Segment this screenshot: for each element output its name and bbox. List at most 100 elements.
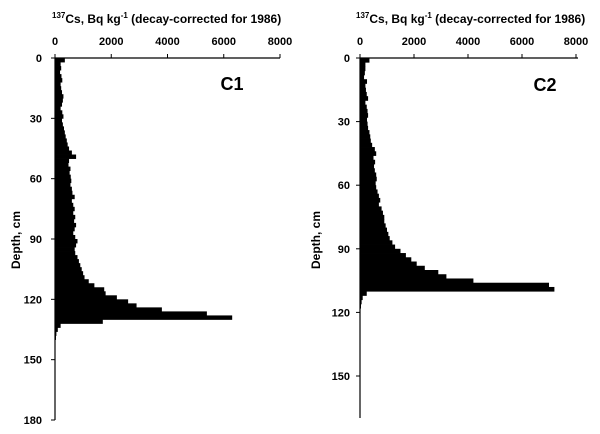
panel-c1-title-rest: (decay-corrected for 1986) (128, 12, 281, 26)
y-tick-label: 0 (36, 53, 42, 65)
bar (360, 253, 406, 258)
panel-c1-title-sup2: -1 (121, 11, 129, 20)
bar (360, 74, 365, 80)
bar (55, 259, 79, 264)
bar (360, 142, 373, 148)
bar (360, 159, 376, 165)
y-tick-label: 30 (30, 113, 42, 125)
bar (55, 315, 233, 320)
bar (360, 83, 366, 89)
bar (55, 78, 63, 83)
y-tick-label: 150 (24, 355, 42, 367)
bar (55, 134, 66, 139)
bar (360, 62, 366, 67)
bar (360, 286, 555, 292)
y-tick-label: 30 (338, 117, 350, 129)
bar (360, 240, 393, 245)
panel-c2-title-sup: 137 (356, 11, 370, 20)
x-tick-label: 2000 (99, 36, 123, 48)
bar (55, 283, 95, 288)
bar (360, 91, 367, 97)
bar (360, 295, 363, 301)
panel-c2-title-main: Cs, Bq kg (369, 12, 424, 26)
bar (360, 108, 368, 114)
panel-c1: 137Cs, Bq kg-1 (decay-corrected for 1986… (9, 11, 292, 427)
bar (360, 214, 385, 220)
bar (55, 58, 65, 63)
bar (55, 255, 78, 260)
bar (55, 70, 61, 75)
bar (55, 239, 78, 244)
bar (55, 202, 74, 208)
bar (55, 118, 63, 123)
bar (360, 189, 378, 195)
bar (55, 98, 63, 103)
bar (55, 126, 64, 131)
bar (360, 248, 401, 254)
x-tick-label: 6000 (510, 36, 534, 48)
bar (55, 198, 72, 204)
y-tick-label: 150 (332, 371, 350, 383)
bar (360, 282, 549, 288)
panel-c2-title: 137Cs, Bq kg-1 (decay-corrected for 1986… (356, 11, 585, 26)
bar (55, 178, 72, 184)
bar (360, 138, 371, 144)
bar (360, 113, 369, 118)
y-tick-label: 90 (30, 234, 42, 246)
bar (360, 172, 377, 178)
bar (55, 206, 75, 212)
bar (360, 87, 366, 93)
y-tick-label: 0 (344, 53, 350, 65)
bar (360, 70, 365, 76)
bar (360, 244, 396, 250)
bar (55, 182, 71, 188)
bar (360, 265, 425, 271)
panel-c2-title-sup2: -1 (425, 11, 433, 20)
bar (360, 125, 369, 131)
panel-c1-y-label: Depth, cm (9, 211, 23, 269)
bar (55, 130, 65, 135)
x-tick-label: 4000 (456, 36, 480, 48)
bar (55, 214, 76, 220)
x-tick-label: 0 (52, 36, 58, 48)
bar (55, 86, 62, 91)
panel-c2-x-ticks: 0 2000 4000 6000 8000 (357, 36, 588, 58)
bar (360, 193, 379, 199)
y-tick-label: 60 (338, 180, 350, 192)
y-tick-label: 120 (332, 307, 350, 319)
bar (55, 158, 70, 163)
bar (55, 307, 162, 312)
bar (55, 142, 68, 147)
bar (55, 271, 84, 276)
bar (55, 323, 61, 328)
panel-c1-x-ticks: 0 2000 4000 6000 8000 (52, 36, 292, 58)
panel-c2-label: C2 (533, 75, 556, 95)
bar (55, 295, 117, 300)
bar (360, 155, 374, 161)
bar (55, 62, 61, 67)
y-tick-label: 180 (24, 415, 42, 427)
bar (55, 74, 62, 79)
bar (55, 327, 58, 332)
bar (55, 303, 137, 308)
bar (55, 291, 106, 296)
bar (55, 154, 77, 159)
bar (55, 319, 103, 324)
bar (55, 114, 64, 119)
bar (55, 251, 76, 256)
bar (360, 270, 439, 275)
bar (55, 331, 57, 336)
bar (360, 231, 389, 237)
bar (55, 287, 105, 292)
bar (55, 194, 75, 200)
panel-c2-title-rest: (decay-corrected for 1986) (432, 12, 585, 26)
x-tick-label: 8000 (268, 36, 292, 48)
bar (360, 261, 417, 267)
bar (360, 274, 447, 279)
y-tick-label: 90 (338, 244, 350, 256)
bar (360, 117, 368, 122)
bar (360, 210, 383, 216)
bar (55, 166, 71, 172)
bar (360, 96, 369, 101)
